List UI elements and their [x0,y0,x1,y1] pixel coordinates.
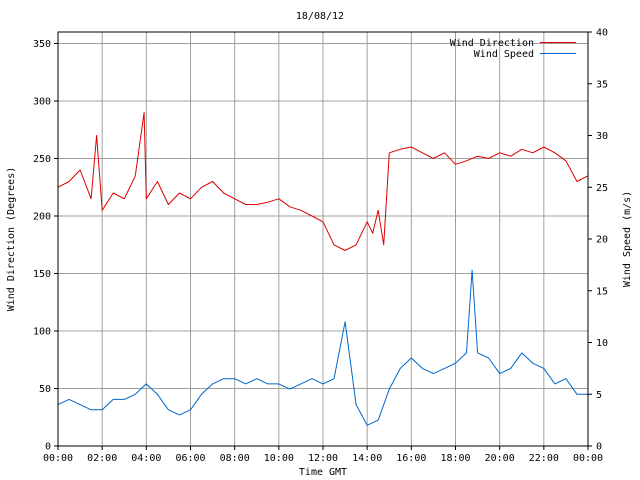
y-right-tick-label: 40 [596,28,608,39]
y-left-axis-title: Wind Direction (Degrees) [6,167,17,312]
chart-title: 18/08/12 [296,11,344,22]
y-right-tick-label: 5 [596,390,602,401]
y-left-tick-label: 200 [33,212,51,223]
y-right-tick-label: 15 [596,286,608,297]
x-tick-label: 16:00 [396,453,426,464]
x-tick-label: 14:00 [352,453,382,464]
y-left-tick-label: 300 [33,97,51,108]
x-tick-label: 06:00 [175,453,205,464]
x-tick-label: 08:00 [220,453,250,464]
x-tick-label: 22:00 [529,453,559,464]
y-right-axis-ticks: 0 5 10 15 20 25 30 35 40 [588,28,608,453]
legend-label-wind-direction: Wind Direction [450,38,534,49]
y-left-tick-label: 0 [45,442,51,453]
x-tick-label: 10:00 [264,453,294,464]
y-left-tick-label: 350 [33,39,51,50]
x-tick-label: 18:00 [440,453,470,464]
x-tick-label: 02:00 [87,453,117,464]
y-right-tick-label: 35 [596,79,608,90]
y-right-tick-label: 25 [596,183,608,194]
series-line-wind-speed [57,269,588,426]
y-left-tick-label: 250 [33,154,51,165]
x-axis-title: Time GMT [299,467,347,478]
y-right-tick-label: 0 [596,442,602,453]
x-tick-label: 20:00 [485,453,515,464]
y-right-tick-label: 20 [596,235,608,246]
legend-label-wind-speed: Wind Speed [474,49,534,60]
x-tick-label: 12:00 [308,453,338,464]
y-right-tick-label: 10 [596,338,608,349]
y-left-tick-label: 50 [39,384,51,395]
x-tick-label: 00:00 [573,453,603,464]
x-axis-ticks: 00:00 02:00 04:00 06:00 08:00 10:00 12:00 14:00… [43,446,603,464]
series-line-wind-direction [57,112,589,251]
x-tick-label: 00:00 [43,453,73,464]
y-right-axis-title: Wind Speed (m/s) [622,191,633,287]
x-tick-label: 04:00 [131,453,161,464]
series-layer [57,112,589,426]
y-left-tick-label: 150 [33,269,51,280]
y-right-tick-label: 30 [596,131,608,142]
grid-layer [58,32,588,446]
y-left-tick-label: 100 [33,327,51,338]
y-left-axis-ticks: 0 50 100 150 200 250 300 350 [33,39,58,453]
